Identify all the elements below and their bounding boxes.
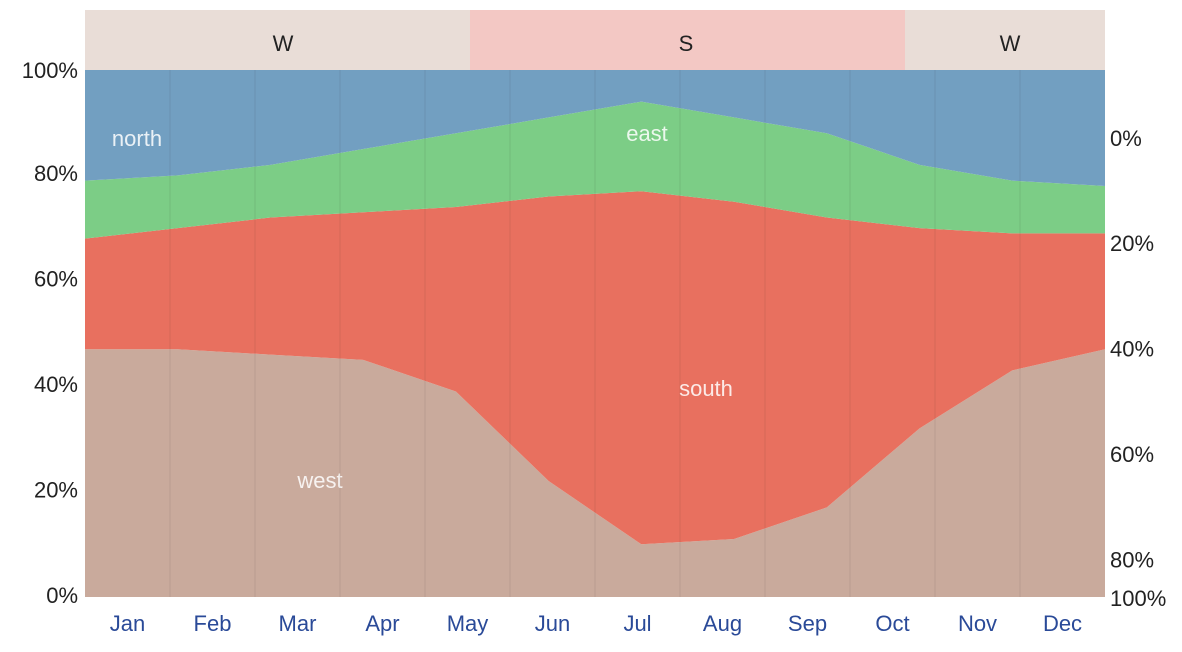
area (85, 349, 1105, 597)
y-tick-label: 60% (34, 267, 78, 292)
series-label: east (626, 121, 668, 146)
y2-tick-label: 0% (1110, 126, 1142, 151)
area (85, 101, 1105, 239)
y-tick-label: 100% (22, 58, 78, 83)
x-tick-label: Jan (110, 611, 145, 636)
x-tick-label: Jun (535, 611, 570, 636)
x-tick-label: Apr (365, 611, 399, 636)
y-tick-label: 40% (34, 372, 78, 397)
season-band (85, 10, 470, 70)
y2-tick-label: 100% (1110, 586, 1166, 611)
x-tick-label: Dec (1043, 611, 1082, 636)
x-tick-label: Aug (703, 611, 742, 636)
area (85, 70, 1105, 186)
y-tick-label: 20% (34, 477, 78, 502)
season-label: W (1000, 31, 1021, 56)
season-band (905, 10, 1105, 70)
series-label: west (296, 468, 342, 493)
x-tick-label: Feb (194, 611, 232, 636)
x-tick-label: Sep (788, 611, 827, 636)
y2-tick-label: 80% (1110, 547, 1154, 572)
y2-tick-label: 20% (1110, 231, 1154, 256)
x-tick-label: Mar (279, 611, 317, 636)
season-label: S (679, 31, 694, 56)
y-tick-label: 80% (34, 161, 78, 186)
series-label: south (679, 376, 733, 401)
y-tick-label: 0% (46, 583, 78, 608)
y2-tick-label: 40% (1110, 337, 1154, 362)
area (85, 191, 1105, 545)
y2-tick-label: 60% (1110, 442, 1154, 467)
season-label: W (273, 31, 294, 56)
x-tick-label: May (447, 611, 489, 636)
season-band (470, 10, 905, 70)
series-label: north (112, 126, 162, 151)
x-tick-label: Oct (875, 611, 909, 636)
x-tick-label: Nov (958, 611, 997, 636)
x-tick-label: Jul (623, 611, 651, 636)
